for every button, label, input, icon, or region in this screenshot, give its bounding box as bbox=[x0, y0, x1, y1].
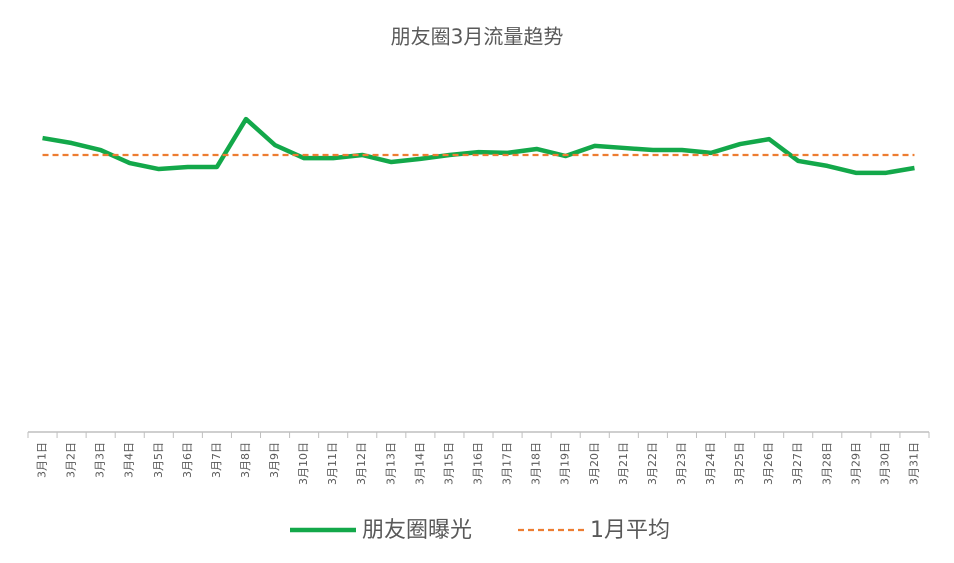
x-tick-label: 3月13日 bbox=[384, 442, 397, 485]
x-tick-label: 3月22日 bbox=[646, 442, 659, 485]
x-tick-label: 3月18日 bbox=[530, 442, 543, 485]
x-tick-label: 3月10日 bbox=[297, 442, 310, 485]
x-tick-label: 3月2日 bbox=[65, 442, 78, 478]
legend-label: 朋友圈曝光 bbox=[362, 518, 472, 543]
x-tick-label: 3月30日 bbox=[878, 442, 891, 485]
x-tick-label: 3月29日 bbox=[849, 442, 862, 485]
x-tick-label: 3月12日 bbox=[355, 442, 368, 485]
x-tick-label: 3月23日 bbox=[675, 442, 688, 485]
x-tick-label: 3月17日 bbox=[501, 442, 514, 485]
x-tick-label: 3月8日 bbox=[239, 442, 252, 478]
x-tick-label: 3月24日 bbox=[704, 442, 717, 485]
x-tick-label: 3月14日 bbox=[413, 442, 426, 485]
x-tick-label: 3月5日 bbox=[152, 442, 165, 478]
x-tick-label: 3月21日 bbox=[617, 442, 630, 485]
x-tick-label: 3月25日 bbox=[733, 442, 746, 485]
x-tick-label: 3月26日 bbox=[762, 442, 775, 485]
x-tick-label: 3月3日 bbox=[94, 442, 107, 478]
x-tick-label: 3月15日 bbox=[442, 442, 455, 485]
series-line bbox=[42, 116, 915, 176]
x-tick-label: 3月27日 bbox=[791, 442, 804, 485]
x-tick-label: 3月7日 bbox=[210, 442, 223, 478]
x-tick-label: 3月20日 bbox=[588, 442, 601, 485]
x-tick-label: 3月4日 bbox=[123, 442, 136, 478]
x-tick-label: 3月19日 bbox=[559, 442, 572, 485]
x-tick-label: 3月11日 bbox=[326, 442, 339, 485]
x-tick-label: 3月28日 bbox=[820, 442, 833, 485]
x-tick-label: 3月1日 bbox=[36, 442, 49, 478]
x-tick-label: 3月6日 bbox=[181, 442, 194, 478]
legend-label: 1月平均 bbox=[590, 518, 670, 543]
x-tick-label: 3月16日 bbox=[472, 442, 485, 485]
x-tick-label: 3月9日 bbox=[268, 442, 281, 478]
chart-title: 朋友圈3月流量趋势 bbox=[391, 25, 564, 49]
x-tick-label: 3月31日 bbox=[907, 442, 920, 485]
